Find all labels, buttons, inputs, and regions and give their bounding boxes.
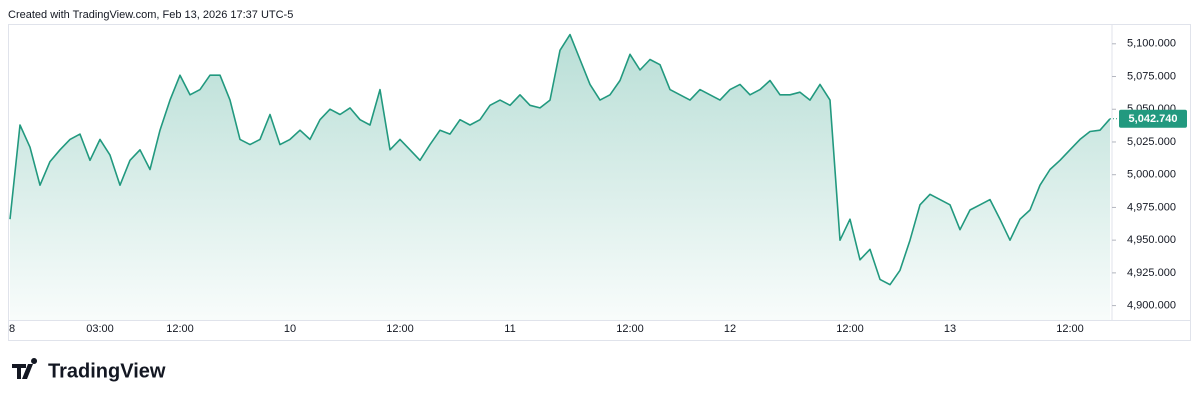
x-tick-label: 13 bbox=[944, 323, 956, 335]
x-tick-label: 03:00 bbox=[86, 323, 114, 335]
y-tick-label: 4,900.000 bbox=[1127, 300, 1176, 312]
x-tick-label: 10 bbox=[284, 323, 296, 335]
chart-frame bbox=[8, 24, 1191, 341]
y-tick-label: 5,100.000 bbox=[1127, 38, 1176, 50]
x-tick-label: 8 bbox=[9, 323, 15, 335]
y-tick-label: 4,925.000 bbox=[1127, 267, 1176, 279]
y-tick-label: 5,025.000 bbox=[1127, 136, 1176, 148]
y-tick-label: 4,975.000 bbox=[1127, 201, 1176, 213]
area-fill bbox=[10, 34, 1110, 320]
brand: TradingView bbox=[48, 360, 166, 382]
x-tick-label: 12:00 bbox=[616, 323, 644, 335]
last-price-label: 5,042.740 bbox=[1129, 113, 1178, 125]
logo: TradingView bbox=[12, 358, 166, 382]
credit: Created with TradingView.com, Feb 13, 20… bbox=[8, 9, 293, 21]
y-tick-label: 5,000.000 bbox=[1127, 169, 1176, 181]
x-tick-label: 12:00 bbox=[836, 323, 864, 335]
x-tick-label: 12:00 bbox=[166, 323, 194, 335]
y-tick-label: 5,075.000 bbox=[1127, 70, 1176, 82]
price-line bbox=[9, 33, 1111, 286]
logo-mark bbox=[12, 358, 38, 379]
x-tick-label: 11 bbox=[504, 323, 515, 335]
x-tick-label: 12:00 bbox=[386, 323, 414, 335]
last-price-badge bbox=[1119, 109, 1187, 128]
y-tick-label: 4,950.000 bbox=[1127, 234, 1176, 246]
x-tick-label: 12 bbox=[724, 323, 736, 335]
x-tick-label: 12:00 bbox=[1056, 323, 1084, 335]
